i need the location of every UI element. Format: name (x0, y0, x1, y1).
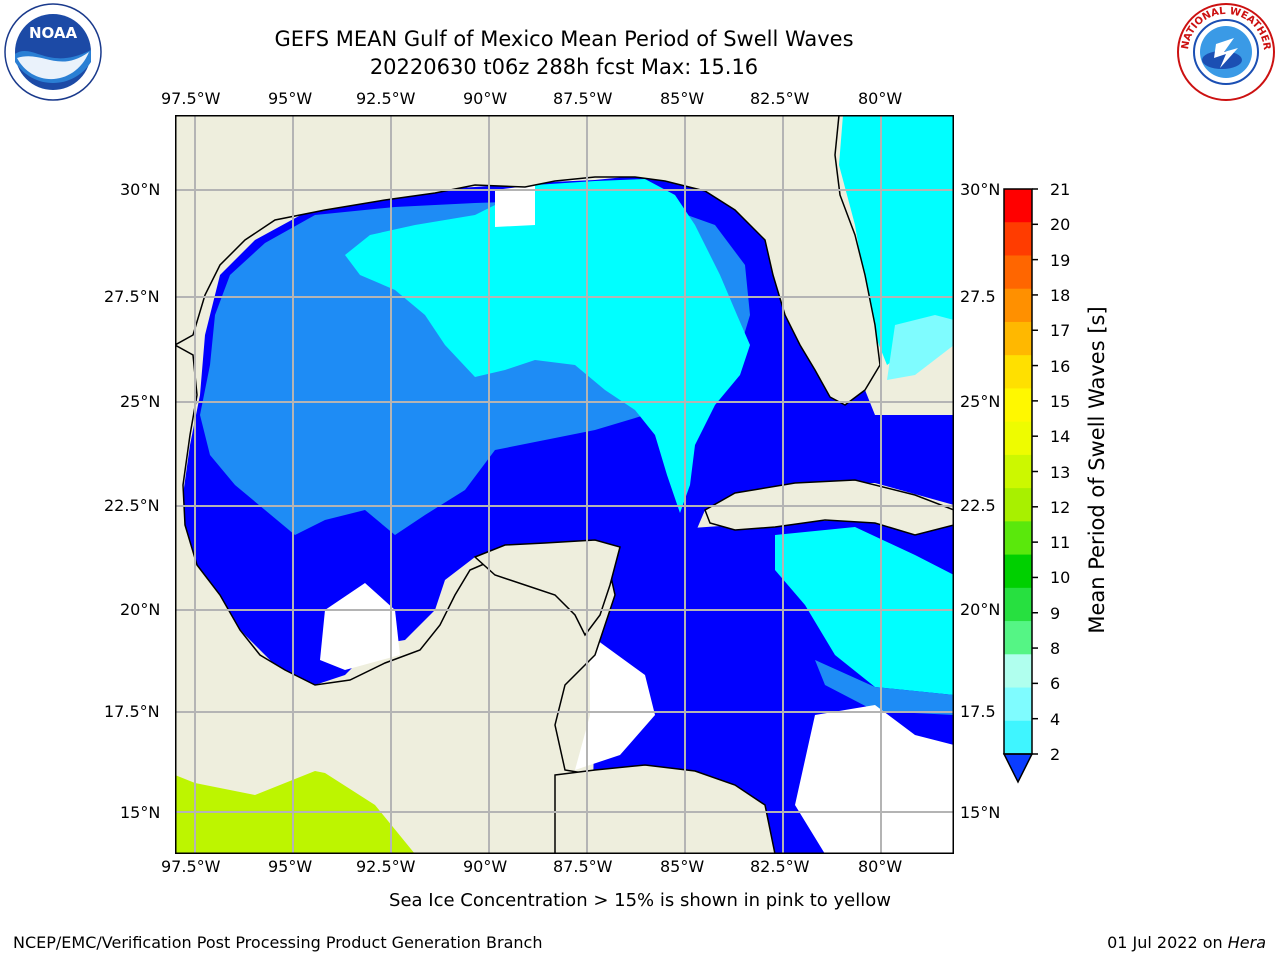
no-data-patch (320, 583, 400, 670)
footer-date: 01 Jul 2022 on (1107, 933, 1228, 952)
map-panel (175, 115, 954, 854)
colorbar-segment (1004, 321, 1032, 356)
lat-label-right: 20°N (960, 600, 1001, 619)
lat-label-right: 25°N (960, 392, 1001, 411)
lon-label-bottom: 95°W (268, 857, 313, 876)
colorbar-segment (1004, 621, 1032, 655)
map-subtitle: 20220630 t06z 288h fcst Max: 15.16 (369, 55, 759, 79)
colorbar-tick-label: 13 (1050, 462, 1071, 482)
lon-label-bottom: 87.5°W (553, 857, 613, 876)
footer-host: Hera (1227, 933, 1266, 952)
colorbar-segment (1004, 554, 1032, 589)
atlantic-light-zone (839, 115, 954, 365)
noaa-logo: NOAA (3, 2, 103, 102)
lon-label-bottom: 85°W (660, 857, 705, 876)
colorbar-tick-label: 4 (1050, 709, 1061, 729)
lat-label-left: 17.5°N (104, 702, 160, 721)
colorbar-tick-label: 19 (1050, 250, 1071, 270)
colorbar-segment (1004, 454, 1032, 489)
colorbar-label: Mean Period of Swell Waves [s] (1085, 306, 1109, 634)
lat-label-right: 17.5 (960, 702, 996, 721)
lon-label-bottom: 80°W (858, 857, 903, 876)
footer-left: NCEP/EMC/Verification Post Processing Pr… (13, 933, 543, 952)
no-data-patch (575, 635, 655, 770)
lat-label-left: 30°N (120, 180, 161, 199)
footer-right: 01 Jul 2022 on Hera (1107, 933, 1266, 952)
lon-label-bottom: 97.5°W (161, 857, 221, 876)
lat-label-right: 15°N (960, 803, 1001, 822)
colorbar-tick-label: 15 (1050, 391, 1071, 411)
map-grid (175, 115, 954, 854)
lon-label-top: 97.5°W (161, 89, 221, 108)
colorbar-tick-label: 2 (1050, 745, 1061, 764)
lat-label-right: 30°N (960, 180, 1001, 199)
lon-label-top: 82.5°W (750, 89, 810, 108)
colorbar-tick-label: 10 (1050, 568, 1071, 588)
land-yucatan (473, 539, 621, 637)
colorbar-segment (1004, 222, 1032, 256)
gulf-light-zone (345, 179, 750, 513)
colorbar-segment (1004, 421, 1032, 456)
colorbar-tick-label: 9 (1050, 603, 1061, 623)
land-us-coast (175, 115, 954, 406)
colorbar-tick-label: 20 (1050, 215, 1071, 235)
lat-label-left: 15°N (120, 803, 161, 822)
colorbar-segment (1004, 521, 1032, 556)
colorbar-tick-label: 12 (1050, 497, 1071, 517)
lon-label-top: 95°W (268, 89, 313, 108)
colorbar (1000, 186, 1040, 786)
colorbar-tick-label: 11 (1050, 533, 1071, 553)
colorbar-tick-label: 18 (1050, 285, 1071, 305)
colorbar-segment (1004, 288, 1032, 323)
sea-ice-note: Sea Ice Concentration > 15% is shown in … (389, 890, 891, 911)
land-cuba (704, 479, 954, 536)
colorbar-segment (1004, 654, 1032, 689)
no-data-patch (495, 185, 535, 227)
lon-label-top: 87.5°W (553, 89, 613, 108)
colorbar-tick-label: 17 (1050, 321, 1071, 341)
lat-label-left: 20°N (120, 600, 161, 619)
svg-text:NOAA: NOAA (29, 24, 78, 42)
colorbar-segment (1004, 388, 1032, 423)
colorbar-segment (1004, 189, 1032, 223)
lat-label-left: 25°N (120, 392, 161, 411)
nws-logo: NATIONAL WEATHER SERVICE (1172, 0, 1276, 102)
lon-label-top: 85°W (660, 89, 705, 108)
lon-label-bottom: 92.5°W (356, 857, 416, 876)
atlantic-pale-zone (887, 315, 954, 380)
lat-label-left: 27.5°N (104, 287, 160, 306)
lat-label-right: 22.5 (960, 496, 996, 515)
lon-label-bottom: 90°W (463, 857, 508, 876)
lon-label-top: 80°W (858, 89, 903, 108)
colorbar-tick-label: 16 (1050, 356, 1071, 376)
lon-label-top: 92.5°W (356, 89, 416, 108)
colorbar-svg (1002, 188, 1038, 784)
lat-label-left: 22.5°N (104, 496, 160, 515)
caribbean-mid-zone (815, 660, 954, 715)
colorbar-extend-arrow (1002, 753, 1034, 784)
colorbar-segment (1004, 687, 1032, 722)
lon-label-top: 90°W (463, 89, 508, 108)
colorbar-tick-label: 6 (1050, 674, 1061, 694)
colorbar-segment (1004, 587, 1032, 622)
colorbar-segment (1004, 488, 1032, 522)
colorbar-tick-label: 8 (1050, 639, 1061, 659)
map-title: GEFS MEAN Gulf of Mexico Mean Period of … (274, 27, 854, 51)
no-data-patch (795, 705, 954, 854)
colorbar-segment (1004, 720, 1032, 755)
lat-label-right: 27.5 (960, 287, 996, 306)
colorbar-segment (1004, 255, 1032, 290)
colorbar-segment (1004, 355, 1032, 389)
colorbar-tick-label: 21 (1050, 180, 1071, 199)
land-central-america (554, 764, 776, 854)
colorbar-tick-label: 14 (1050, 427, 1071, 447)
lon-label-bottom: 82.5°W (750, 857, 810, 876)
